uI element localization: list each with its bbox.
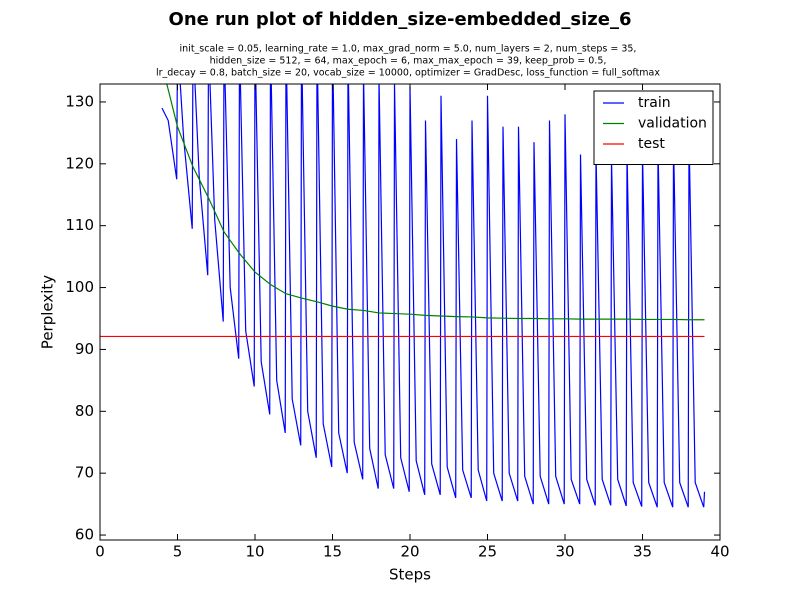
y-tick-label: 130 xyxy=(65,92,94,110)
legend-label: train xyxy=(638,95,671,111)
series-line xyxy=(161,84,706,508)
plot-area xyxy=(100,84,706,508)
y-tick-label: 60 xyxy=(75,526,94,544)
x-tick-label: 15 xyxy=(323,543,342,561)
subtitle: hidden_size = 512, = 64, max_epoch = 6, … xyxy=(210,56,607,67)
y-tick-label: 110 xyxy=(65,216,94,234)
x-tick-label: 30 xyxy=(555,543,574,561)
x-tick-label: 40 xyxy=(710,543,729,561)
x-tick-label: 25 xyxy=(478,543,497,561)
series-line xyxy=(166,84,705,321)
y-axis-label: Perplexity xyxy=(39,275,57,349)
y-tick-label: 90 xyxy=(75,340,94,358)
x-tick-label: 5 xyxy=(173,543,183,561)
chart-title: One run plot of hidden_size-embedded_siz… xyxy=(169,9,632,30)
legend-label: validation xyxy=(638,116,707,132)
x-tick-label: 10 xyxy=(245,543,264,561)
legend-label: test xyxy=(638,136,665,152)
x-tick-label: 20 xyxy=(400,543,419,561)
y-tick-label: 120 xyxy=(65,154,94,172)
y-tick-label: 80 xyxy=(75,402,94,420)
x-axis-label: Steps xyxy=(389,566,431,584)
x-tick-label: 35 xyxy=(633,543,652,561)
subtitle: lr_decay = 0.8, batch_size = 20, vocab_s… xyxy=(156,68,660,79)
subtitle: init_scale = 0.05, learning_rate = 1.0, … xyxy=(180,44,637,55)
y-tick-label: 100 xyxy=(65,278,94,296)
y-tick-label: 70 xyxy=(75,464,94,482)
x-tick-label: 0 xyxy=(95,543,105,561)
